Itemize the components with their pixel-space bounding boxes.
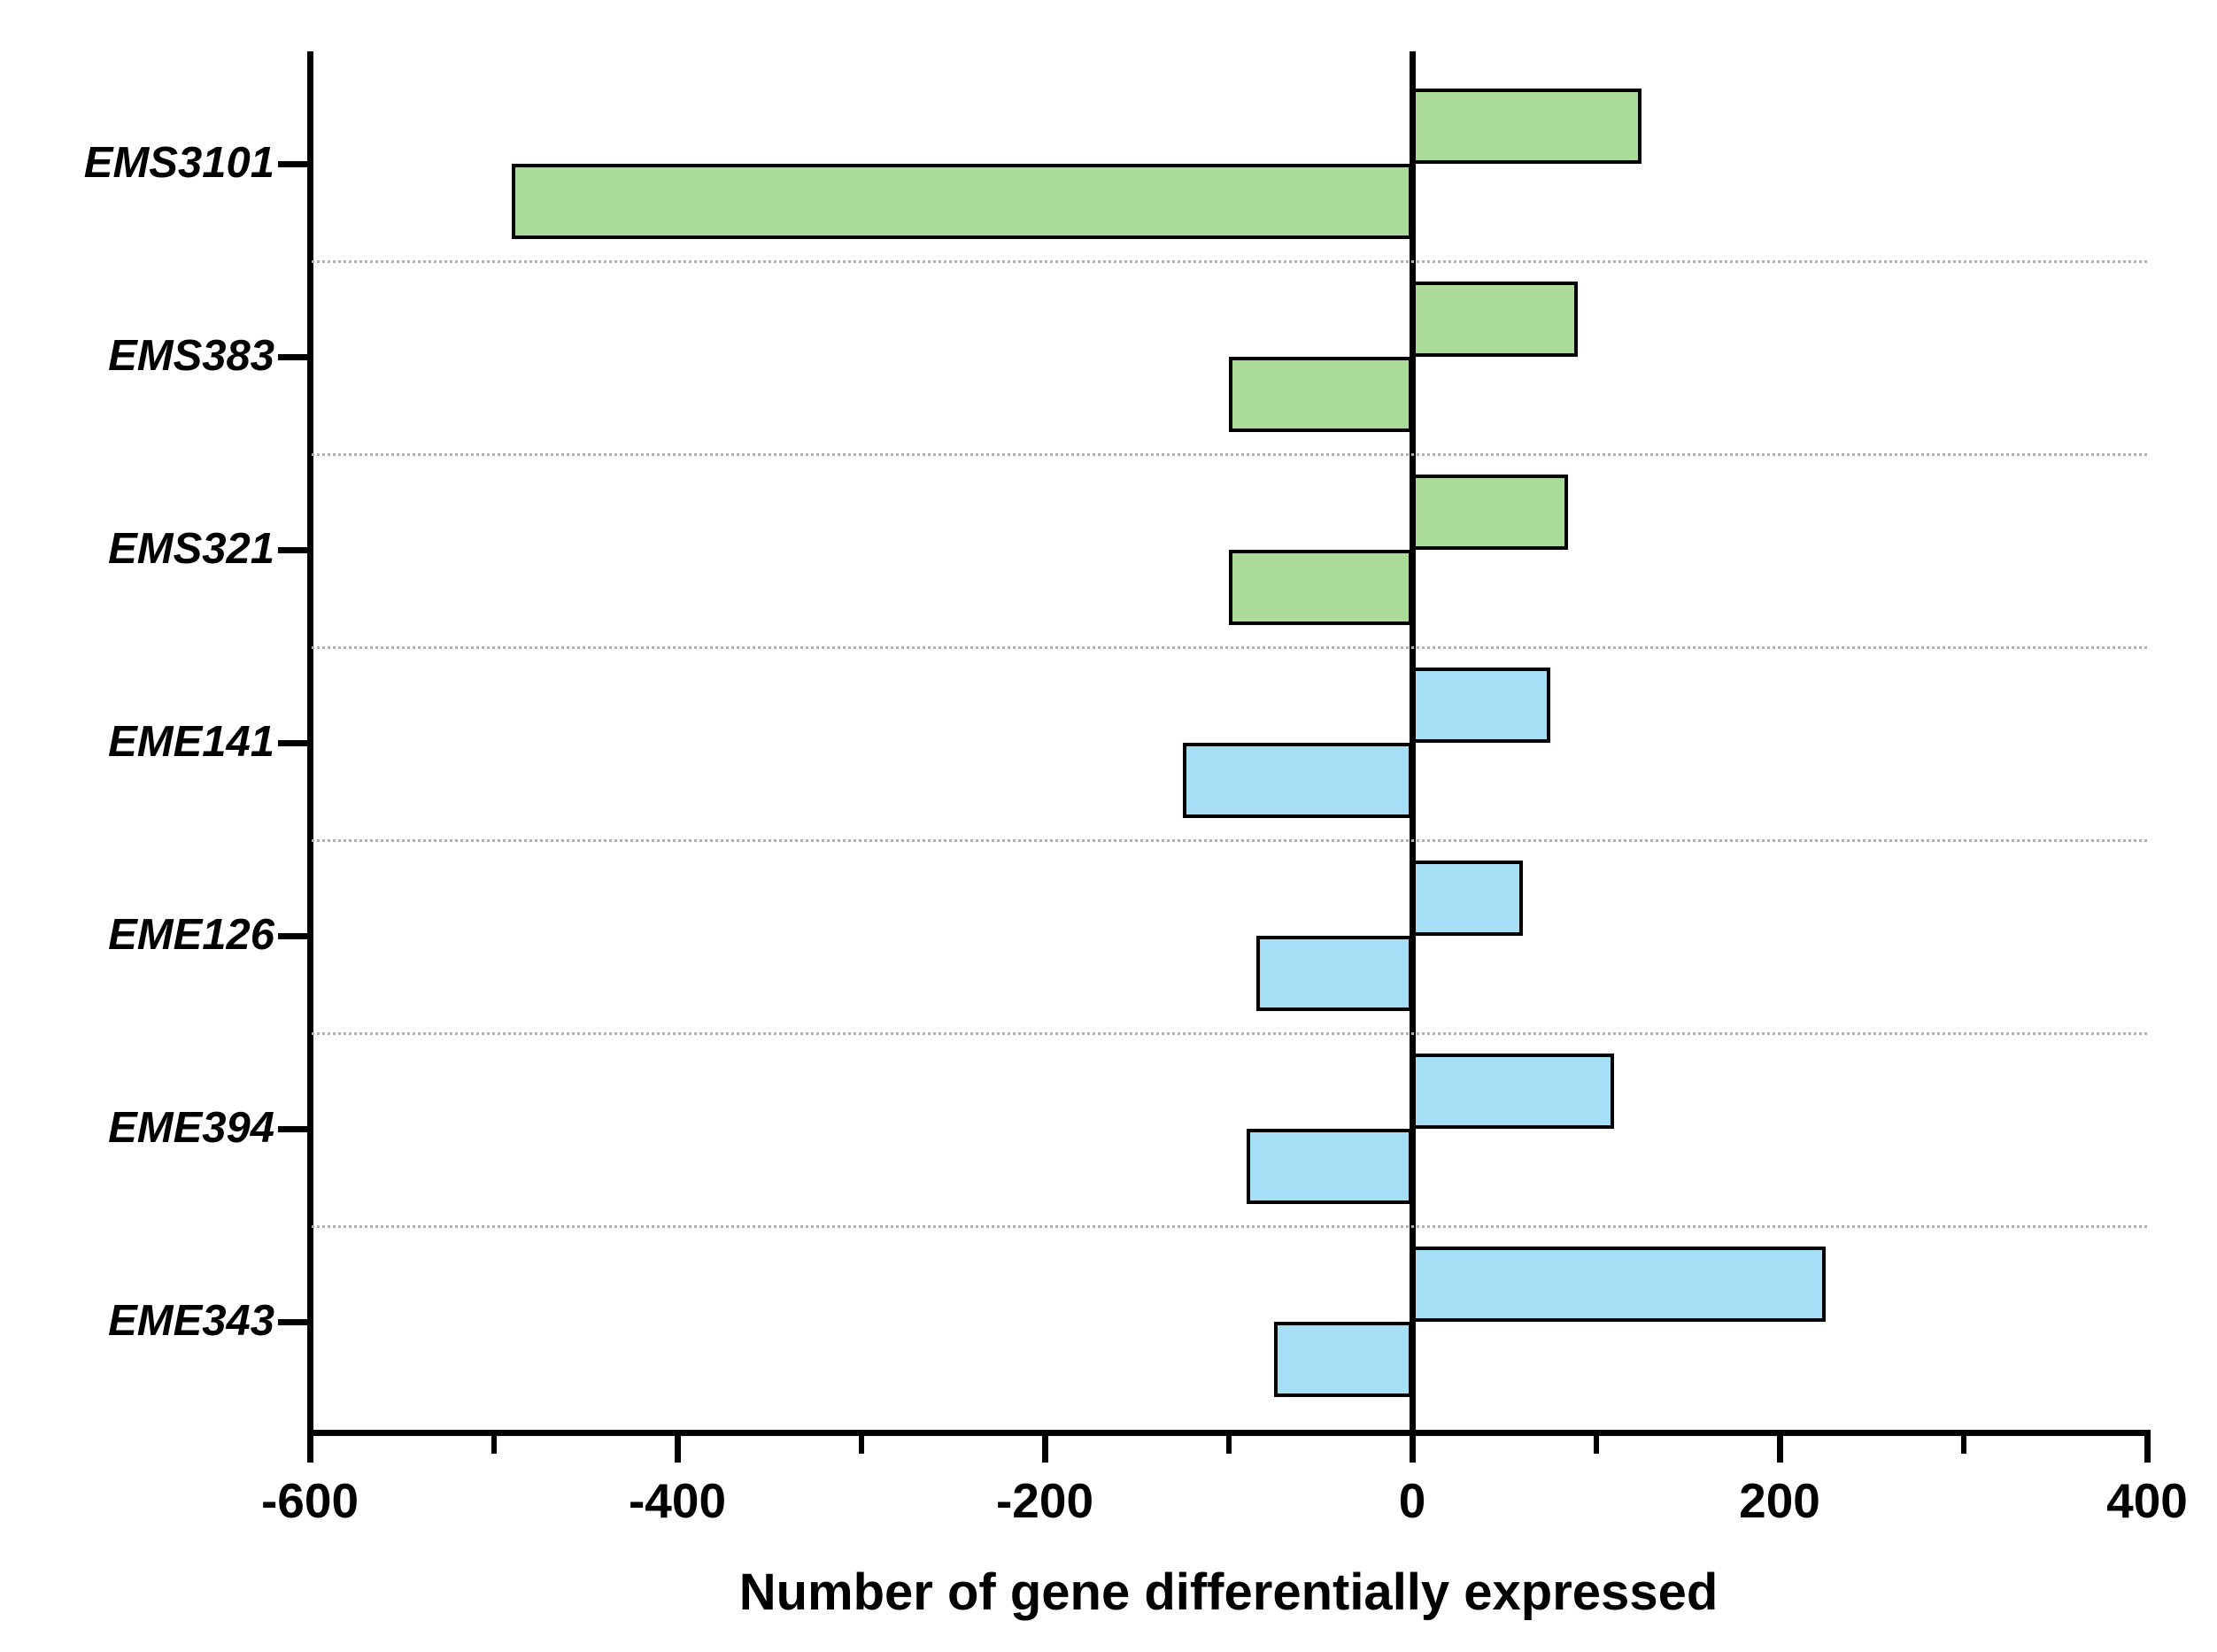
x-axis-tick-label: 200	[1739, 1473, 1820, 1528]
bar-downregulated	[1274, 1322, 1412, 1397]
x-axis-title: Number of gene differentially expressed	[738, 1563, 1719, 1621]
y-axis-label: EMS3101	[83, 139, 274, 187]
x-axis-minor-tick	[1225, 1435, 1232, 1454]
x-axis-minor-tick	[1593, 1435, 1599, 1454]
bar-downregulated	[1228, 357, 1412, 432]
bar-upregulated	[1412, 668, 1550, 743]
x-axis-tick-label: -600	[260, 1473, 359, 1528]
row-separator-gridline	[312, 453, 2147, 456]
row-separator-gridline	[312, 839, 2147, 842]
x-axis-tick	[1041, 1435, 1048, 1463]
y-axis-tick	[278, 1318, 307, 1325]
y-axis-tick	[278, 160, 307, 167]
y-axis-label: EMS321	[108, 525, 274, 573]
x-axis-minor-tick	[1960, 1435, 1966, 1454]
bar-upregulated	[1412, 282, 1578, 357]
x-axis-tick-label: 400	[2106, 1473, 2188, 1528]
bar-upregulated	[1412, 475, 1569, 550]
y-axis-tick	[278, 739, 307, 746]
row-separator-gridline	[312, 260, 2147, 263]
y-axis-tick	[278, 546, 307, 553]
x-axis-tick-label: -400	[628, 1473, 727, 1528]
y-axis-label: EMS383	[108, 332, 274, 380]
x-axis-tick	[674, 1435, 681, 1463]
row-separator-gridline	[312, 646, 2147, 649]
bar-downregulated	[1228, 550, 1412, 625]
x-axis-tick	[306, 1435, 313, 1463]
x-axis-minor-tick	[491, 1435, 497, 1454]
bar-upregulated	[1412, 1054, 1615, 1129]
x-axis-minor-tick	[858, 1435, 864, 1454]
bar-upregulated	[1412, 861, 1523, 936]
bar-upregulated	[1412, 1247, 1826, 1322]
x-axis-tick-label: -200	[995, 1473, 1094, 1528]
y-axis-label: EME126	[108, 911, 274, 959]
y-axis-tick	[278, 353, 307, 360]
row-separator-gridline	[312, 1032, 2147, 1035]
plot-area: Number of gene differentially expressed …	[84, 51, 2188, 1618]
y-axis-label: EME394	[108, 1104, 274, 1152]
bar-downregulated	[512, 164, 1412, 239]
y-axis-tick	[278, 932, 307, 939]
y-axis-spine	[307, 51, 313, 1435]
y-axis-label: EME141	[108, 718, 274, 766]
x-axis-spine	[307, 1430, 2151, 1436]
bar-downregulated	[1182, 743, 1412, 818]
row-separator-gridline	[312, 1225, 2147, 1228]
bar-upregulated	[1412, 89, 1642, 164]
x-axis-tick	[1776, 1435, 1783, 1463]
x-axis-tick-label: 0	[1398, 1473, 1426, 1528]
bar-downregulated	[1247, 1129, 1412, 1204]
y-axis-tick	[278, 1125, 307, 1132]
x-axis-tick	[2144, 1435, 2151, 1463]
y-axis-label: EME343	[108, 1297, 274, 1345]
bar-downregulated	[1255, 936, 1412, 1011]
x-axis-tick	[1409, 1435, 1416, 1463]
